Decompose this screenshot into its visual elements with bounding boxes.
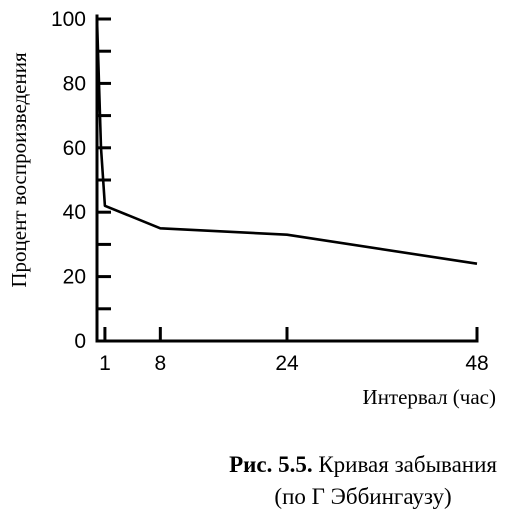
x-tick-label-48: 48 bbox=[465, 352, 488, 375]
figure-label: Рис. 5.5. bbox=[229, 452, 313, 477]
y-ticks: 0 20 40 60 80 100 bbox=[51, 8, 111, 353]
y-tick-label-0: 0 bbox=[74, 330, 86, 353]
y-axis-label: Процент воспроизведения bbox=[7, 52, 31, 288]
caption-source: (по Г Эббингаузу) bbox=[274, 484, 452, 509]
x-tick-label-8: 8 bbox=[154, 352, 166, 375]
forgetting-curve-line bbox=[95, 18, 478, 265]
figure-caption: Рис. 5.5. Кривая забывания (по Г Эббинга… bbox=[229, 449, 497, 513]
y-tick-label-80: 80 bbox=[63, 72, 86, 95]
caption-line-1: Рис. 5.5. Кривая забывания bbox=[229, 449, 497, 481]
x-tick-label-1: 1 bbox=[99, 352, 111, 375]
x-axis-label: Интервал (час) bbox=[363, 385, 496, 409]
y-tick-label-60: 60 bbox=[63, 137, 86, 160]
x-ticks: 1 8 24 48 bbox=[99, 327, 489, 375]
y-tick-label-40: 40 bbox=[63, 201, 86, 224]
x-tick-label-24: 24 bbox=[275, 352, 299, 375]
y-tick-label-100: 100 bbox=[51, 8, 86, 31]
caption-title: Кривая забывания bbox=[318, 452, 497, 477]
y-tick-label-20: 20 bbox=[63, 266, 86, 289]
